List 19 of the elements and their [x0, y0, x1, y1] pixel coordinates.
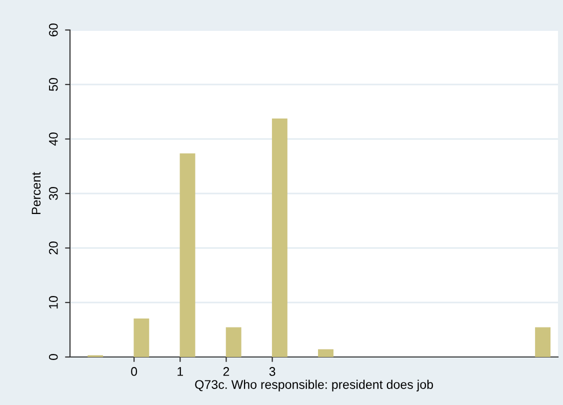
- y-tick-label: 30: [48, 187, 58, 200]
- bar: [272, 118, 288, 357]
- y-axis-title: Percent: [32, 172, 41, 214]
- y-tick-label: 60: [48, 24, 58, 36]
- bar: [318, 349, 334, 357]
- bar: [226, 327, 242, 357]
- y-tick-label: 10: [48, 296, 58, 308]
- bar: [134, 318, 150, 357]
- x-axis-title: Q73c. Who responsible: president does job: [195, 380, 433, 392]
- y-tick-label: 50: [48, 78, 58, 91]
- y-tick-label: 0: [48, 354, 58, 360]
- x-tick-label: 1: [178, 367, 183, 376]
- y-tick-label: 20: [48, 242, 58, 254]
- bar: [535, 327, 551, 357]
- x-tick-label: 2: [223, 367, 230, 376]
- y-tick-label: 40: [48, 132, 58, 146]
- x-tick-label: 3: [269, 367, 276, 376]
- x-tick-label: 0: [131, 367, 138, 376]
- bar: [180, 153, 196, 357]
